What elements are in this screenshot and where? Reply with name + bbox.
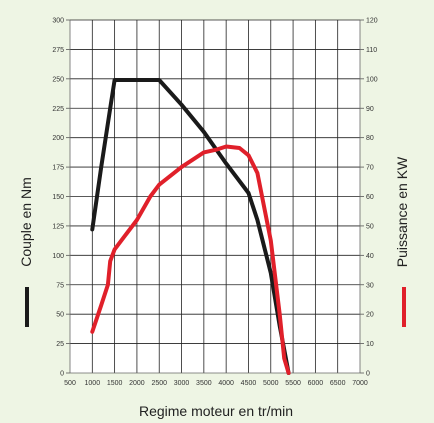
x-tick-label: 2000 xyxy=(129,380,145,387)
y-tick-label: 50 xyxy=(56,312,64,319)
x-tick-label: 6500 xyxy=(330,380,346,387)
y-tick-label: 150 xyxy=(52,194,64,201)
y2-tick-label: 50 xyxy=(366,223,374,230)
y-tick-label: 275 xyxy=(52,47,64,54)
x-tick-label: 4500 xyxy=(241,380,257,387)
y-tick-label: 0 xyxy=(60,371,64,378)
y2-tick-label: 90 xyxy=(366,106,374,113)
x-tick-label: 5500 xyxy=(285,380,301,387)
y-tick-label: 75 xyxy=(56,282,64,289)
x-tick-label: 1000 xyxy=(85,380,101,387)
x-tick-label: 3000 xyxy=(174,380,190,387)
y2-tick-label: 60 xyxy=(366,194,374,201)
y2-tick-label: 100 xyxy=(366,76,378,83)
left-axis-title: Couple en Nm xyxy=(18,177,34,267)
y-tick-label: 300 xyxy=(52,18,64,25)
y2-tick-label: 30 xyxy=(366,282,374,289)
y-tick-label: 200 xyxy=(52,135,64,142)
y-tick-label: 125 xyxy=(52,223,64,230)
x-axis-title: Regime moteur en tr/min xyxy=(139,403,293,419)
y2-tick-label: 80 xyxy=(366,135,374,142)
series-line-couple xyxy=(90,78,291,375)
x-tick-label: 500 xyxy=(64,380,76,387)
series-line-puissance xyxy=(90,144,291,375)
y2-tick-label: 0 xyxy=(366,371,370,378)
right-axis-title: Puissance en KW xyxy=(394,156,410,267)
axes xyxy=(66,19,364,374)
right-legend-swatch xyxy=(402,287,406,327)
y2-tick-label: 120 xyxy=(366,18,378,25)
series-lines xyxy=(90,78,291,375)
y2-tick-label: 70 xyxy=(366,165,374,172)
left-axis-legend: Couple en Nm xyxy=(18,177,34,327)
left-legend-swatch xyxy=(25,287,29,327)
tick-labels: 500 1000 1500 2000 2500 3000 3500 4000 4500 5000 5… xyxy=(52,18,377,388)
x-tick-label: 3500 xyxy=(196,380,212,387)
y2-tick-label: 20 xyxy=(366,312,374,319)
x-tick-label: 5000 xyxy=(263,380,279,387)
y2-tick-label: 10 xyxy=(366,341,374,348)
y2-tick-label: 110 xyxy=(366,47,377,54)
y-tick-label: 250 xyxy=(52,76,64,83)
x-tick-label: 4000 xyxy=(218,380,234,387)
y2-tick-label: 40 xyxy=(366,253,374,260)
x-tick-label: 1500 xyxy=(107,380,123,387)
right-axis-legend: Puissance en KW xyxy=(394,156,410,327)
y-tick-label: 225 xyxy=(52,106,64,113)
x-tick-label: 6000 xyxy=(308,380,324,387)
x-tick-label: 2500 xyxy=(151,380,167,387)
y-tick-label: 25 xyxy=(56,341,64,348)
x-tick-label: 7000 xyxy=(352,380,368,387)
y-tick-label: 100 xyxy=(52,253,64,260)
y-tick-label: 175 xyxy=(52,165,64,172)
